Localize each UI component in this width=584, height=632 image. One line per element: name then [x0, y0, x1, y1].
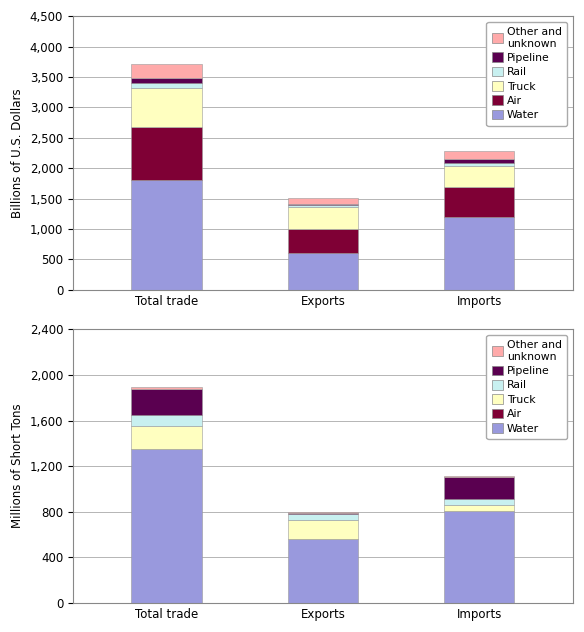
Bar [288, 513, 358, 514]
Bar [444, 477, 515, 499]
Bar [131, 64, 202, 78]
Bar [444, 166, 515, 187]
Bar [444, 511, 515, 603]
Bar [444, 187, 515, 217]
Bar [288, 205, 358, 207]
Bar [131, 128, 202, 180]
Bar [288, 539, 358, 603]
Bar [444, 217, 515, 290]
Bar [131, 449, 202, 603]
Bar [444, 505, 515, 511]
Legend: Other and
unknown, Pipeline, Rail, Truck, Air, Water: Other and unknown, Pipeline, Rail, Truck… [486, 335, 568, 439]
Bar [288, 520, 358, 539]
Legend: Other and
unknown, Pipeline, Rail, Truck, Air, Water: Other and unknown, Pipeline, Rail, Truck… [486, 21, 568, 126]
Bar [131, 389, 202, 415]
Bar [444, 159, 515, 163]
Y-axis label: Billions of U.S. Dollars: Billions of U.S. Dollars [11, 88, 25, 218]
Bar [444, 476, 515, 477]
Bar [131, 415, 202, 426]
Bar [288, 514, 358, 520]
Bar [444, 151, 515, 159]
Bar [131, 83, 202, 88]
Bar [288, 207, 358, 229]
Bar [444, 499, 515, 505]
Bar [444, 163, 515, 166]
Bar [131, 387, 202, 389]
Bar [288, 229, 358, 253]
Bar [131, 78, 202, 83]
Bar [131, 426, 202, 449]
Bar [288, 198, 358, 204]
Bar [288, 253, 358, 290]
Bar [288, 204, 358, 205]
Bar [131, 180, 202, 290]
Bar [131, 88, 202, 128]
Bar [288, 512, 358, 513]
Y-axis label: Millions of Short Tons: Millions of Short Tons [11, 404, 24, 528]
